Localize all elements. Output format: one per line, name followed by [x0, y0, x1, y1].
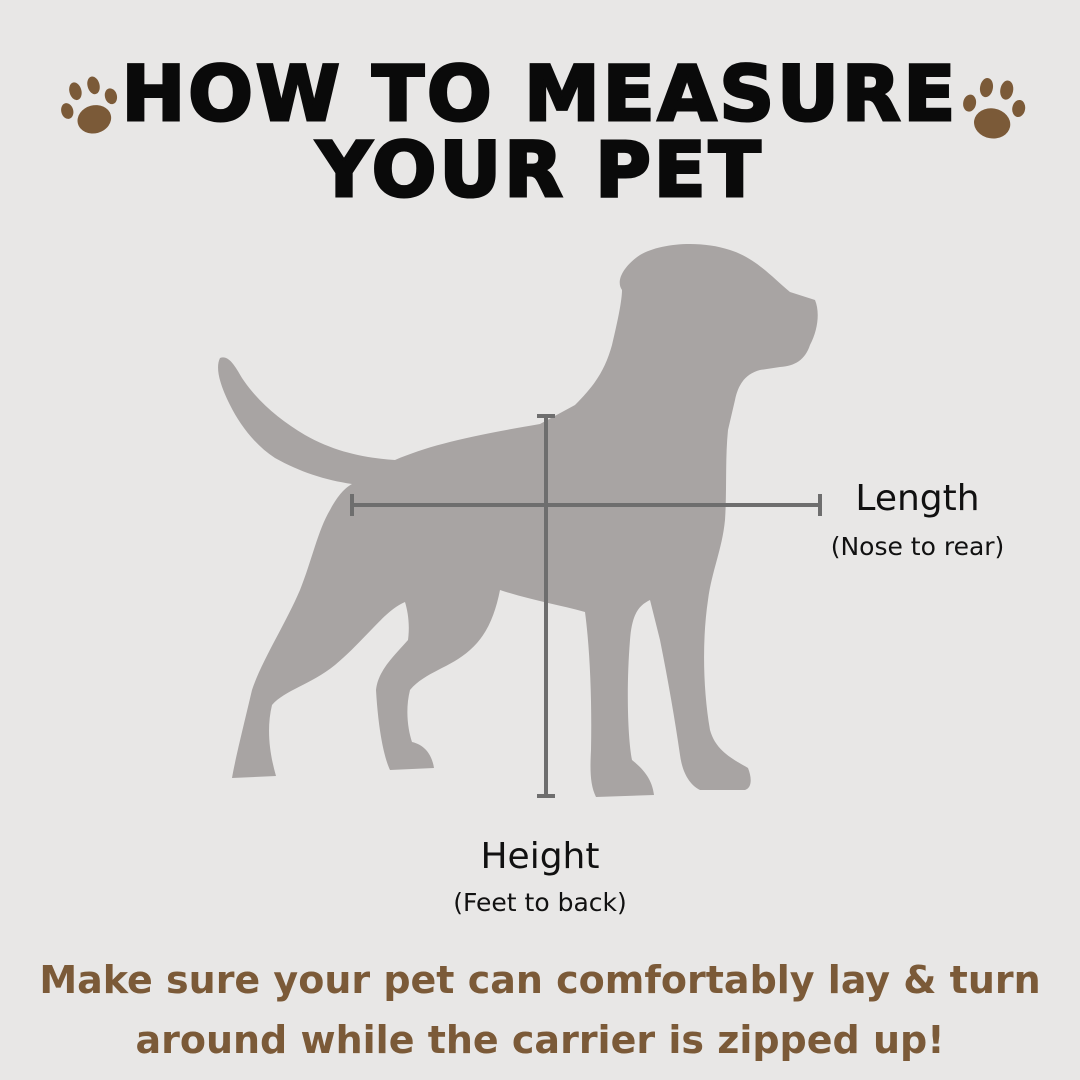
paw-print-icon-right: [963, 78, 1026, 139]
length-label: Length: [855, 478, 980, 519]
height-measure-line: [537, 414, 555, 798]
length-measure-line: [350, 494, 822, 516]
length-note: (Nose to rear): [830, 532, 1005, 561]
dog-silhouette: [218, 243, 818, 797]
height-label: Height: [480, 836, 600, 877]
carrier-instruction-line-2: around while the carrier is zipped up!: [135, 1018, 945, 1062]
height-note: (Feet to back): [453, 888, 627, 917]
title-line-2: YOUR PET: [315, 125, 764, 214]
paw-print-icon-left: [61, 76, 118, 134]
title-line-1: HOW TO MEASURE: [120, 49, 959, 138]
carrier-instruction: Make sure your pet can comfortably lay &…: [0, 950, 1080, 1070]
carrier-instruction-line-1: Make sure your pet can comfortably lay &…: [39, 958, 1041, 1002]
